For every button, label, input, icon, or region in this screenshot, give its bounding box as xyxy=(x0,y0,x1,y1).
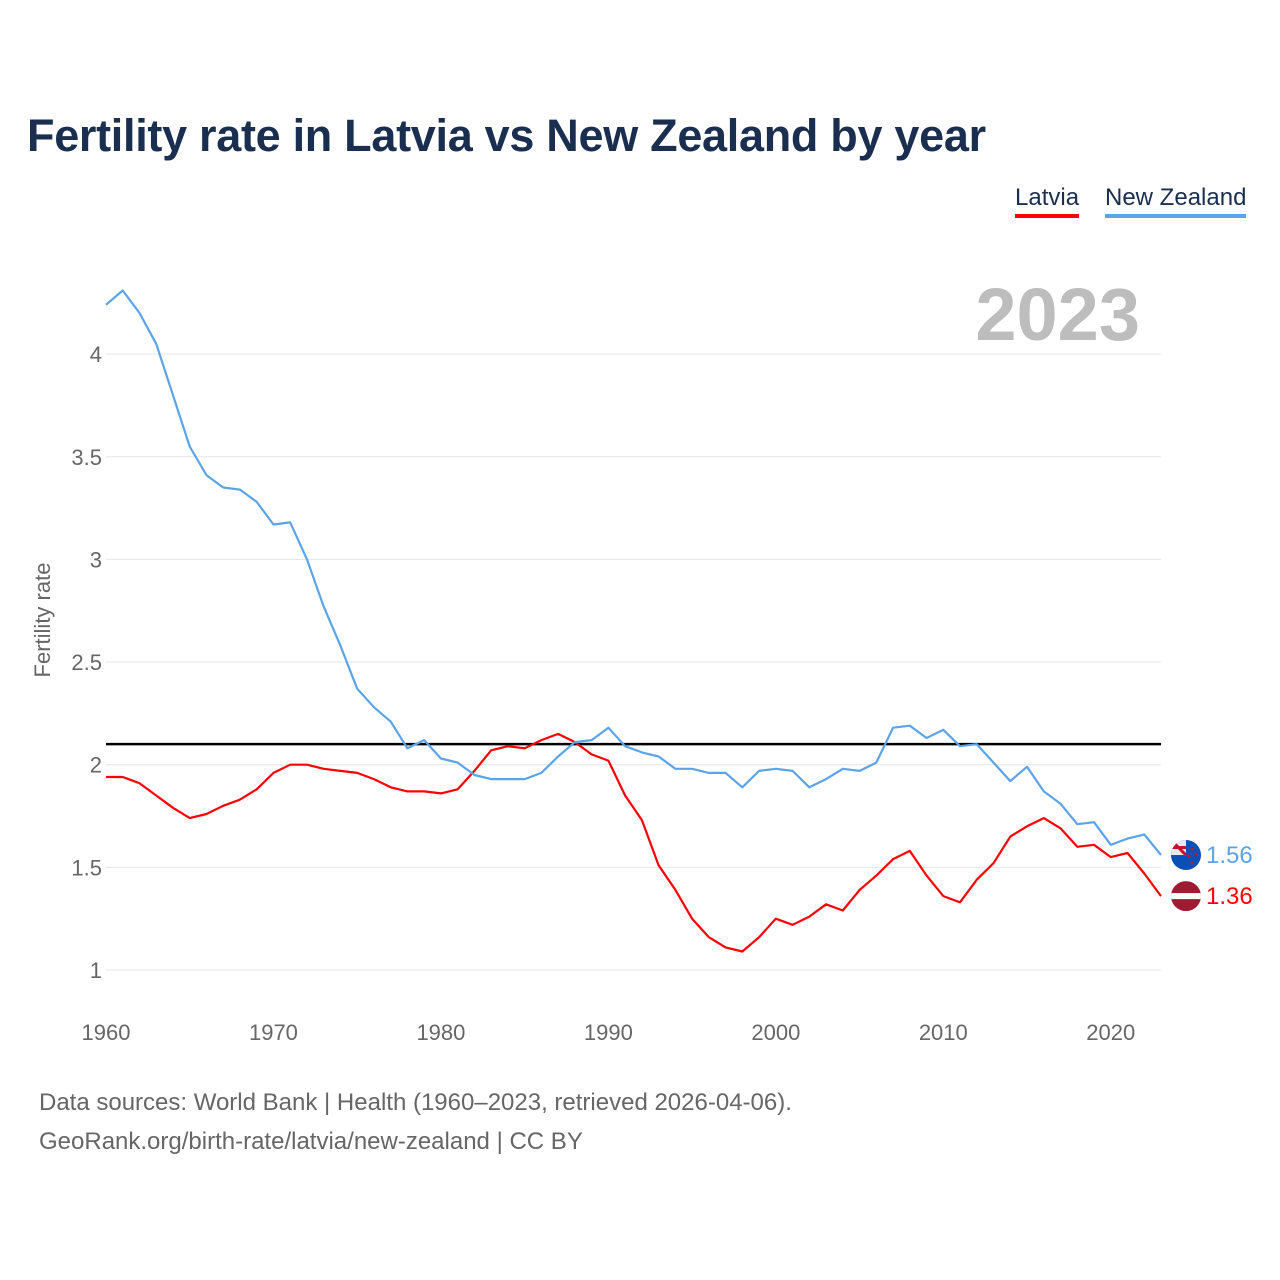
y-tick-label: 3 xyxy=(90,547,102,572)
end-value-label-new-zealand: 1.56 xyxy=(1206,842,1253,869)
y-tick-label: 4 xyxy=(90,342,102,367)
series-line-new-zealand xyxy=(105,289,1162,856)
year-label: 2023 xyxy=(975,273,1140,356)
series-line-latvia xyxy=(106,732,1162,953)
x-tick-label: 1960 xyxy=(82,1020,131,1045)
y-tick-label: 3.5 xyxy=(71,445,102,470)
x-tick-label: 1980 xyxy=(416,1020,465,1045)
new-zealand-flag-icon xyxy=(1171,840,1201,871)
legend-new-zealand[interactable]: New Zealand xyxy=(1105,184,1247,218)
y-axis-label: Fertility rate xyxy=(30,563,55,678)
y-tick-label: 2 xyxy=(90,753,102,778)
y-tick-label: 2.5 xyxy=(71,650,102,675)
data-sources: Data sources: World Bank | Health (1960–… xyxy=(39,1089,792,1116)
legend-latvia[interactable]: Latvia xyxy=(1015,184,1080,218)
end-value-label-latvia: 1.36 xyxy=(1206,883,1253,910)
y-tick-label: 1 xyxy=(90,958,102,983)
latvia-flag-icon xyxy=(1171,881,1201,912)
x-tick-label: 1990 xyxy=(584,1020,633,1045)
x-tick-label: 2010 xyxy=(919,1020,968,1045)
x-tick-label: 1970 xyxy=(249,1020,298,1045)
credit-link[interactable]: GeoRank.org/birth-rate/latvia/new-zealan… xyxy=(39,1128,583,1155)
chart-title: Fertility rate in Latvia vs New Zealand … xyxy=(27,110,986,161)
x-tick-label: 2000 xyxy=(751,1020,800,1045)
x-tick-label: 2020 xyxy=(1086,1020,1135,1045)
y-tick-label: 1.5 xyxy=(71,855,102,880)
